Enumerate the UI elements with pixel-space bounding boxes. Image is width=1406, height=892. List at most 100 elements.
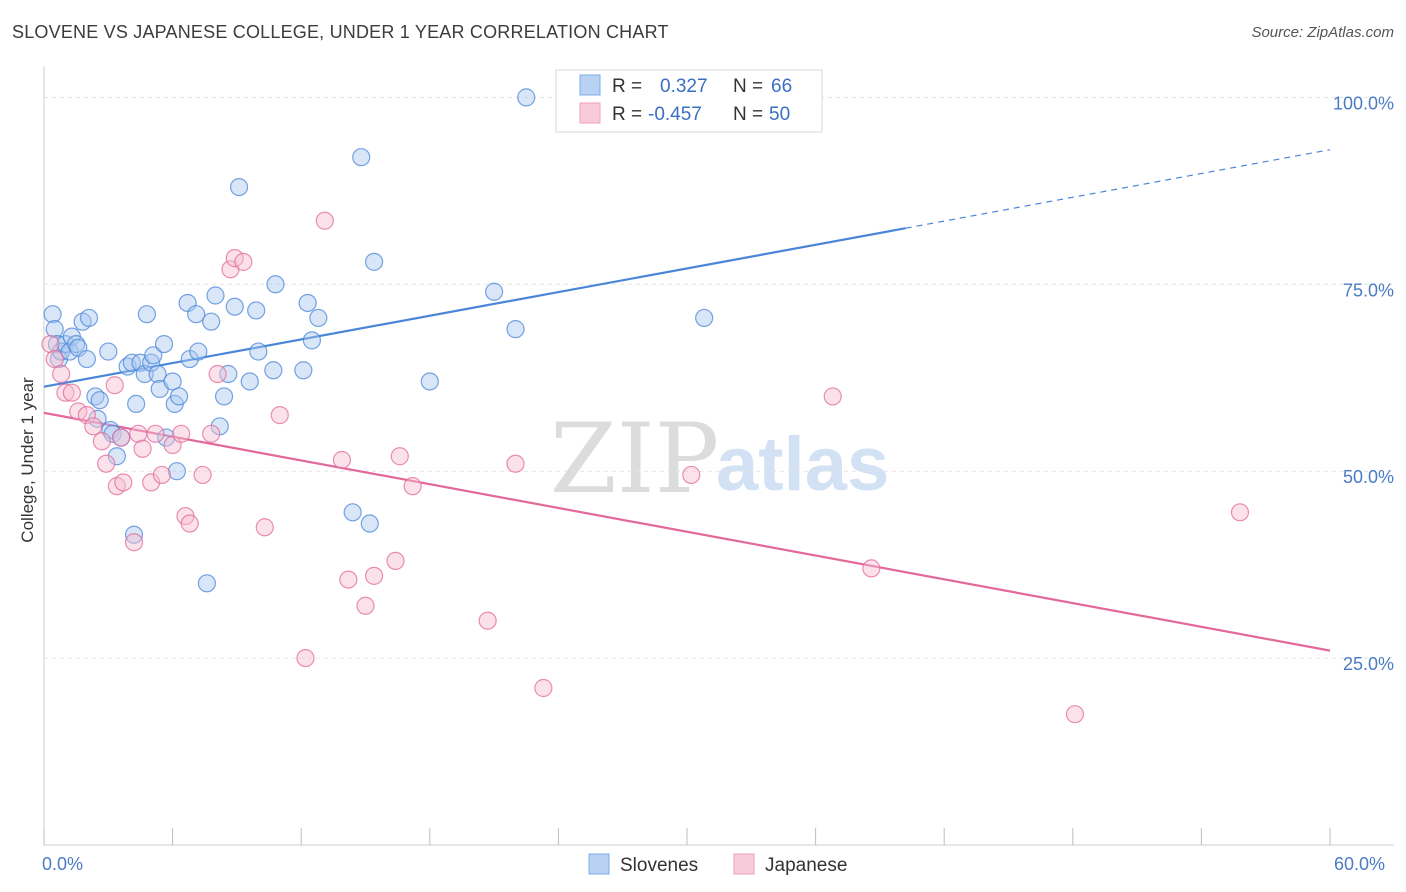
point-japanese bbox=[84, 417, 103, 436]
legend-swatch-slovenes bbox=[579, 74, 601, 96]
point-slovenes bbox=[360, 514, 379, 533]
point-slovenes bbox=[485, 282, 504, 301]
point-japanese bbox=[105, 376, 124, 395]
point-japanese bbox=[133, 439, 152, 458]
point-japanese bbox=[77, 406, 96, 425]
point-japanese bbox=[386, 551, 405, 571]
legend-n-label-japanese: N = bbox=[733, 104, 763, 125]
point-slovenes bbox=[77, 349, 96, 369]
point-slovenes bbox=[90, 391, 109, 410]
point-slovenes bbox=[695, 308, 714, 328]
point-slovenes bbox=[506, 320, 525, 339]
axes bbox=[43, 66, 1394, 846]
point-slovenes bbox=[517, 88, 536, 107]
source-label: Source: ZipAtlas.com bbox=[1251, 24, 1394, 41]
point-slovenes bbox=[189, 342, 208, 361]
point-slovenes bbox=[298, 293, 317, 313]
point-slovenes bbox=[249, 342, 268, 361]
point-japanese bbox=[208, 364, 227, 384]
point-japanese bbox=[146, 424, 165, 443]
point-japanese bbox=[356, 596, 375, 615]
point-japanese bbox=[202, 424, 221, 443]
point-slovenes bbox=[43, 305, 62, 324]
point-slovenes bbox=[420, 372, 439, 391]
point-slovenes bbox=[135, 364, 154, 384]
legend-bottom-swatch-japanese bbox=[733, 853, 755, 875]
y-tick-label: 25.0% bbox=[1343, 654, 1394, 674]
point-japanese bbox=[270, 406, 289, 425]
trend-line-japanese bbox=[43, 411, 1331, 652]
y-tick-label: 75.0% bbox=[1343, 280, 1394, 300]
point-japanese bbox=[682, 465, 701, 485]
point-slovenes bbox=[124, 525, 144, 544]
legend-r-value-slovenes: 0.327 bbox=[660, 76, 708, 97]
point-japanese bbox=[92, 432, 111, 451]
point-slovenes bbox=[364, 252, 384, 271]
point-slovenes bbox=[144, 346, 163, 365]
point-japanese bbox=[97, 454, 116, 473]
point-slovenes bbox=[214, 387, 234, 406]
legend-r-value-japanese: -0.457 bbox=[648, 104, 702, 125]
point-slovenes bbox=[148, 364, 167, 384]
point-slovenes bbox=[352, 148, 371, 167]
point-japanese bbox=[255, 518, 274, 537]
point-slovenes bbox=[154, 334, 174, 354]
point-slovenes bbox=[302, 331, 322, 350]
point-japanese bbox=[823, 387, 842, 406]
point-japanese bbox=[862, 559, 881, 578]
point-slovenes bbox=[99, 342, 118, 361]
point-slovenes bbox=[187, 305, 206, 324]
point-slovenes bbox=[137, 305, 156, 324]
point-slovenes bbox=[169, 387, 189, 406]
point-slovenes bbox=[266, 275, 285, 294]
point-slovenes bbox=[219, 364, 238, 384]
y-tick-label: 50.0% bbox=[1343, 467, 1394, 487]
point-slovenes bbox=[163, 372, 182, 391]
point-japanese bbox=[45, 349, 64, 369]
point-slovenes bbox=[79, 308, 99, 328]
point-japanese bbox=[296, 648, 315, 668]
point-slovenes bbox=[202, 312, 221, 331]
chart-title: SLOVENE VS JAPANESE COLLEGE, UNDER 1 YEA… bbox=[12, 22, 669, 42]
legend-bottom-swatch-slovenes bbox=[588, 853, 610, 875]
legend-swatch-japanese bbox=[579, 102, 601, 124]
point-japanese bbox=[152, 465, 171, 485]
point-slovenes bbox=[294, 361, 313, 380]
point-japanese bbox=[339, 570, 358, 589]
x-tick-label-max: 60.0% bbox=[1334, 854, 1385, 874]
point-japanese bbox=[315, 211, 334, 230]
point-japanese bbox=[234, 252, 253, 271]
point-japanese bbox=[193, 465, 212, 485]
point-slovenes bbox=[247, 301, 266, 320]
point-japanese bbox=[62, 383, 81, 402]
data-points bbox=[41, 88, 1250, 724]
y-axis-title: College, Under 1 year bbox=[18, 377, 37, 543]
trend-line-slovenes bbox=[43, 227, 906, 388]
watermark-zip: ZIP bbox=[550, 403, 719, 515]
point-japanese bbox=[390, 447, 409, 466]
point-japanese bbox=[52, 364, 71, 384]
legend-n-value-japanese: 50 bbox=[769, 104, 790, 125]
legend-bottom-label-slovenes: Slovenes bbox=[620, 855, 698, 876]
legend-bottom: Slovenes Japanese bbox=[588, 853, 847, 876]
point-japanese bbox=[1065, 705, 1085, 724]
point-slovenes bbox=[157, 428, 176, 447]
point-slovenes bbox=[107, 447, 126, 466]
y-tick-labels: 25.0% 50.0% 75.0% 100.0% bbox=[1333, 93, 1394, 674]
point-slovenes bbox=[206, 286, 225, 305]
trend-lines bbox=[43, 149, 1331, 652]
point-japanese bbox=[403, 477, 422, 496]
point-slovenes bbox=[142, 353, 161, 372]
point-japanese bbox=[364, 566, 384, 585]
point-slovenes bbox=[264, 361, 283, 380]
watermark-atlas: atlas bbox=[716, 422, 889, 507]
legend-r-label-slovenes: R = bbox=[612, 76, 642, 97]
point-slovenes bbox=[343, 503, 362, 522]
point-japanese bbox=[112, 428, 131, 447]
legend-n-label-slovenes: N = bbox=[733, 76, 763, 97]
point-japanese bbox=[129, 424, 148, 443]
x-tick-label-min: 0.0% bbox=[42, 854, 83, 874]
point-slovenes bbox=[240, 372, 259, 391]
point-slovenes bbox=[225, 297, 244, 316]
